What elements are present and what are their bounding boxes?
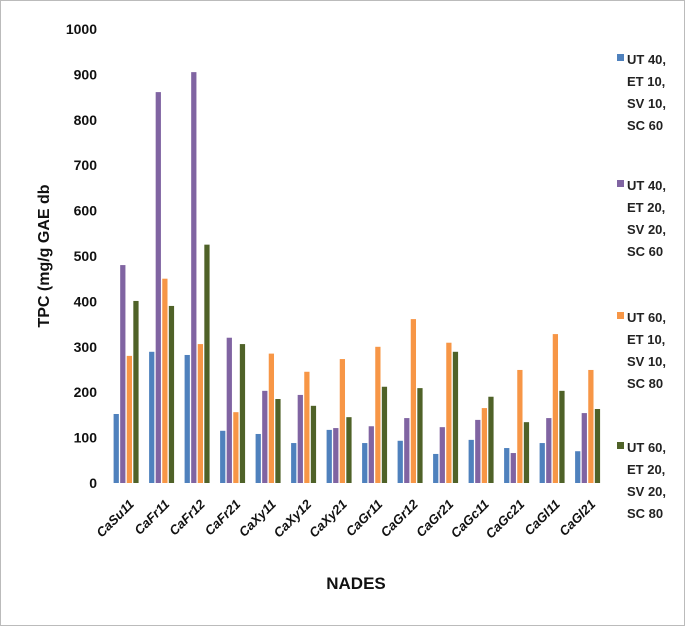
- bar: [404, 418, 410, 483]
- bar: [481, 408, 488, 483]
- bar: [168, 305, 175, 483]
- x-tick-label: CaGl21: [556, 497, 598, 539]
- bar: [346, 417, 352, 483]
- y-tick-label: 700: [74, 157, 98, 173]
- bar: [488, 396, 494, 483]
- bar: [304, 371, 310, 483]
- bar: [523, 422, 530, 483]
- y-tick-label: 400: [74, 293, 98, 309]
- bar: [155, 92, 161, 483]
- y-axis-title: TPC (mg/g GAE db: [36, 184, 53, 327]
- legend-item: UT 40, ET 20, SV 20, SC 60: [617, 175, 683, 263]
- x-tick-label: CaGl11: [521, 497, 563, 539]
- legend-swatch: [617, 312, 624, 319]
- legend-label: UT 40, ET 10, SV 10, SC 60: [627, 52, 667, 133]
- x-tick-label: CaXy21: [306, 497, 350, 541]
- bar: [439, 427, 445, 483]
- bar: [162, 278, 168, 483]
- x-tick-label: CaGr12: [378, 496, 422, 540]
- bar: [310, 405, 317, 483]
- bar: [191, 72, 197, 483]
- x-tick-label: CaSu11: [93, 497, 137, 541]
- y-tick-label: 900: [74, 66, 98, 82]
- bar: [291, 443, 297, 483]
- bar: [120, 265, 126, 483]
- bar: [552, 334, 559, 483]
- bar: [126, 355, 133, 483]
- bar: [433, 453, 439, 483]
- bar: [375, 346, 381, 483]
- bar: [539, 443, 545, 483]
- y-tick-label: 600: [74, 203, 98, 219]
- legend-swatch: [617, 180, 624, 187]
- x-tick-label: CaFr21: [202, 497, 244, 539]
- bar: [268, 353, 275, 483]
- bar: [184, 354, 190, 483]
- bar: [297, 394, 303, 483]
- x-tick-label: CaXy11: [236, 497, 279, 540]
- x-tick-label: CaXy12: [271, 496, 315, 540]
- bar: [468, 439, 474, 483]
- y-tick-label: 800: [74, 112, 98, 128]
- bar: [226, 337, 232, 483]
- legend-label: UT 40, ET 20, SV 20, SC 60: [627, 178, 667, 259]
- bar: [575, 451, 581, 483]
- bar: [204, 244, 210, 483]
- legend-label: UT 60, ET 10, SV 10, SC 80: [627, 310, 667, 391]
- bar: [149, 351, 155, 483]
- bar: [368, 426, 374, 483]
- bar: [417, 388, 423, 483]
- bar: [339, 359, 346, 483]
- bar: [588, 369, 594, 483]
- legend-item: UT 60, ET 20, SV 20, SC 80: [617, 437, 683, 525]
- bar: [233, 412, 239, 483]
- bar: [197, 344, 204, 483]
- bar: [475, 419, 481, 483]
- bar: [133, 300, 139, 483]
- bar: [255, 433, 261, 483]
- bar: [504, 448, 510, 483]
- bar: [362, 443, 368, 483]
- y-tick-label: 0: [89, 475, 97, 491]
- x-axis-title: NADES: [326, 574, 386, 593]
- bar: [581, 413, 587, 483]
- legend-swatch: [617, 442, 624, 449]
- bar: [275, 399, 281, 483]
- legend-item: UT 60, ET 10, SV 10, SC 80: [617, 307, 683, 395]
- bar: [594, 408, 601, 483]
- legend-swatch: [617, 54, 624, 61]
- legend-item: UT 40, ET 10, SV 10, SC 60: [617, 49, 683, 137]
- legend-label: UT 60, ET 20, SV 20, SC 80: [627, 440, 667, 521]
- bar: [559, 390, 565, 483]
- x-tick-label: CaFr11: [131, 497, 172, 538]
- x-tick-label: CaGr11: [343, 497, 386, 540]
- bar: [113, 413, 119, 483]
- bar: [510, 453, 516, 483]
- bar: [326, 429, 332, 483]
- y-tick-label: 1000: [66, 21, 97, 37]
- x-tick-label: CaGc21: [483, 497, 528, 542]
- y-tick-label: 200: [74, 384, 98, 400]
- bar: [239, 344, 246, 483]
- bar: [546, 418, 552, 483]
- bar: [517, 369, 523, 483]
- bar: [452, 351, 459, 483]
- bar: [397, 440, 403, 483]
- bar: [446, 342, 452, 483]
- bar: [381, 386, 388, 483]
- x-tick-label: CaFr12: [166, 496, 208, 538]
- bar: [262, 390, 268, 483]
- bar: [333, 428, 339, 483]
- y-tick-label: 500: [74, 248, 98, 264]
- bar: [220, 430, 226, 483]
- y-tick-label: 300: [74, 339, 98, 355]
- bar: [410, 319, 417, 483]
- y-tick-label: 100: [74, 430, 98, 446]
